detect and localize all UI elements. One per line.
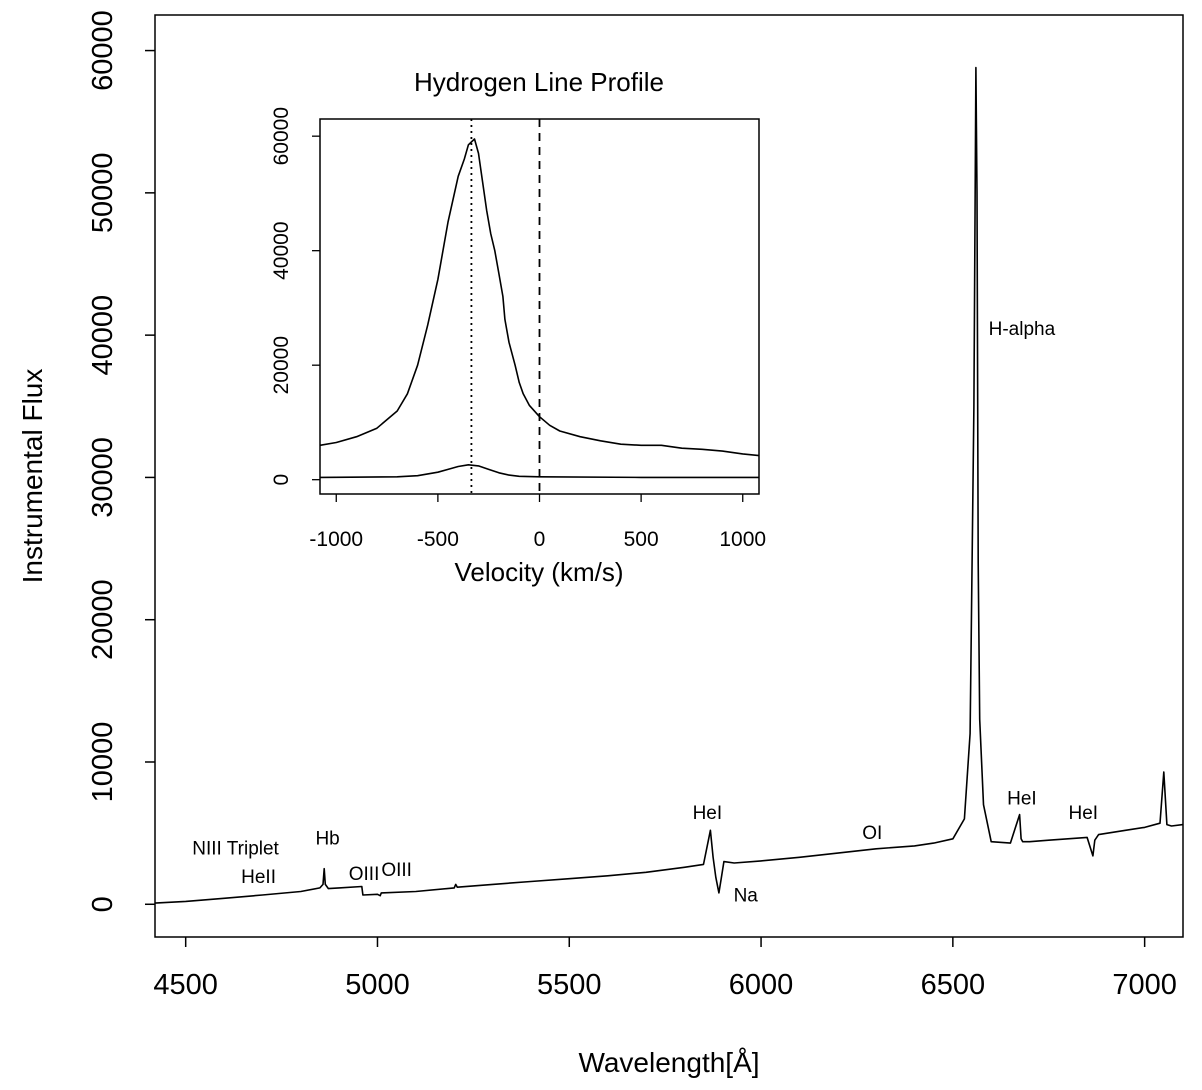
inset-x-tick-label: -1000 — [309, 528, 363, 551]
line-annotation: HeI — [693, 803, 723, 824]
main-x-tick-label: 6000 — [729, 969, 794, 1001]
h-beta-profile-line — [319, 463, 759, 479]
inset-y-tick-label: 0 — [270, 474, 293, 486]
line-annotation: OI — [862, 823, 882, 844]
line-annotation: Na — [734, 885, 759, 906]
main-y-tick-label: 0 — [87, 896, 119, 912]
line-annotation: OIII — [349, 864, 380, 885]
main-plot: 4500 5000 5500 6000 6500 7000 010000200003000… — [17, 10, 1184, 1078]
main-x-tick-label: 5500 — [537, 969, 602, 1001]
main-y-tick-label: 30000 — [87, 437, 119, 518]
line-annotation: NIII Triplet — [192, 838, 279, 859]
inset-plot: -1000 -500 0 500 1000 0 20000 40000 60000 Hydro… — [270, 67, 766, 587]
main-y-tick-label: 10000 — [87, 722, 119, 803]
inset-series — [319, 138, 760, 479]
inset-y-tick-label: 20000 — [270, 336, 293, 394]
main-y-axis: 0 10000 20000 30000 40000 50000 60000 — [87, 10, 155, 912]
inset-y-axis: 0 20000 40000 60000 — [270, 107, 320, 486]
inset-x-axis: -1000 -500 0 500 1000 — [309, 494, 766, 551]
main-x-tick-label: 5000 — [345, 969, 410, 1001]
main-x-tick-label: 7000 — [1112, 969, 1177, 1001]
line-annotation: H-alpha — [989, 319, 1056, 340]
inset-x-tick-label: 0 — [534, 528, 546, 551]
inset-x-tick-label: 500 — [624, 528, 659, 551]
inset-reference-lines — [470, 119, 541, 494]
line-annotation: HeII — [241, 867, 276, 888]
x-axis-title: Wavelength[Å] — [578, 1047, 759, 1078]
inset-x-tick-label: 1000 — [719, 528, 766, 551]
main-y-tick-label: 50000 — [87, 153, 119, 234]
inset-y-tick-label: 60000 — [270, 107, 293, 165]
inset-title: Hydrogen Line Profile — [414, 67, 664, 97]
main-x-tick-label: 6500 — [921, 969, 986, 1001]
main-x-tick-label: 4500 — [153, 969, 218, 1001]
main-plot-frame — [154, 14, 1184, 938]
main-x-axis: 4500 5000 5500 6000 6500 7000 — [153, 937, 1177, 1001]
line-annotation: OIII — [381, 860, 412, 881]
main-y-tick-label: 20000 — [87, 579, 119, 660]
spectrum-line — [154, 66, 1184, 904]
y-axis-title: Instrumental Flux — [17, 369, 48, 584]
main-y-tick-label: 40000 — [87, 295, 119, 376]
h-alpha-profile-line — [319, 138, 760, 457]
inset-x-tick-label: -500 — [417, 528, 459, 551]
inset-y-tick-label: 40000 — [270, 221, 293, 279]
main-annotations: NIII Triplet HeII Hb OIII OIII HeI Na OI H-alpha… — [192, 319, 1098, 906]
line-annotation: HeI — [1068, 803, 1098, 824]
main-y-tick-label: 60000 — [87, 10, 119, 91]
main-series — [154, 66, 1184, 904]
inset-x-axis-title: Velocity (km/s) — [454, 557, 623, 587]
line-annotation: HeI — [1007, 789, 1037, 810]
line-annotation: Hb — [315, 829, 339, 850]
